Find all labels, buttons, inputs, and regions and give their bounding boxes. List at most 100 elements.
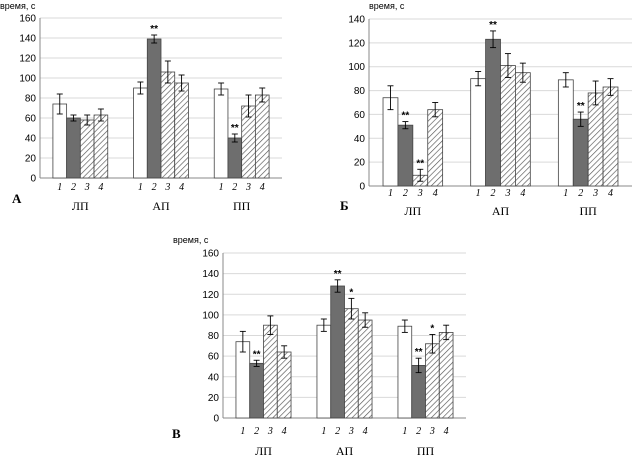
bar-number-label: 4 xyxy=(363,426,368,437)
bar-number-label: 1 xyxy=(563,188,568,199)
bar-number-label: 3 xyxy=(267,426,273,437)
bar xyxy=(276,351,292,419)
bar xyxy=(470,78,486,187)
bar-number-label: 4 xyxy=(282,426,287,437)
bar xyxy=(249,362,264,419)
bar xyxy=(397,325,413,419)
category-label: ПП xyxy=(233,199,251,213)
category-label: АП xyxy=(152,199,170,213)
significance-mark: ** xyxy=(231,123,239,134)
bar-number-label: 1 xyxy=(219,182,224,193)
bar xyxy=(160,71,176,179)
significance-mark: ** xyxy=(577,101,585,112)
y-tick-label: 120 xyxy=(19,54,36,65)
y-tick-label: 100 xyxy=(348,62,365,73)
bar-number-label: 1 xyxy=(240,426,245,437)
y-tick-label: 80 xyxy=(25,94,37,105)
significance-mark: * xyxy=(430,323,434,334)
bar-number-label: 2 xyxy=(254,426,259,437)
bar-number-label: 2 xyxy=(491,188,496,199)
bar xyxy=(397,124,414,187)
bar-number-label: 2 xyxy=(71,182,76,193)
bar-number-label: 3 xyxy=(417,188,423,199)
bar-number-label: 2 xyxy=(232,182,237,193)
y-tick-label: 100 xyxy=(19,74,36,85)
y-tick-label: 100 xyxy=(202,310,219,321)
significance-mark: ** xyxy=(401,111,409,122)
bar-number-label: 3 xyxy=(592,188,598,199)
bar-number-label: 4 xyxy=(260,182,265,193)
bar-number-label: 2 xyxy=(152,182,157,193)
panel-label: Б xyxy=(340,198,349,213)
y-tick-label: 40 xyxy=(354,134,366,145)
bar xyxy=(174,82,189,179)
y-axis-label: время, с xyxy=(0,1,36,11)
bar-number-label: 2 xyxy=(335,426,340,437)
significance-mark: ** xyxy=(334,269,342,280)
bar xyxy=(235,341,251,419)
bar xyxy=(587,92,604,187)
bar xyxy=(52,103,68,179)
panel-label: А xyxy=(12,191,22,206)
bar-number-label: 4 xyxy=(179,182,184,193)
significance-mark: ** xyxy=(150,24,158,35)
bar-number-label: 1 xyxy=(402,426,407,437)
bar xyxy=(146,38,162,179)
bar xyxy=(557,79,574,187)
bar-number-label: 1 xyxy=(138,182,143,193)
y-tick-label: 80 xyxy=(208,331,220,342)
bar-number-label: 1 xyxy=(321,426,326,437)
significance-mark: * xyxy=(349,287,353,298)
bar-number-label: 2 xyxy=(578,188,583,199)
bar-number-label: 3 xyxy=(429,426,435,437)
y-tick-label: 0 xyxy=(359,182,365,193)
category-label: ЛП xyxy=(72,199,89,213)
y-tick-label: 40 xyxy=(25,134,37,145)
bar xyxy=(500,65,516,187)
category-label: ЛП xyxy=(255,444,272,458)
y-tick-label: 0 xyxy=(30,174,36,185)
bar xyxy=(411,365,426,419)
bar-number-label: 2 xyxy=(416,426,421,437)
bar xyxy=(515,72,531,187)
bar xyxy=(316,324,332,419)
y-tick-label: 60 xyxy=(25,114,37,125)
bar xyxy=(438,332,454,419)
significance-mark: ** xyxy=(415,347,423,358)
panel-label: В xyxy=(172,426,181,441)
bar-number-label: 4 xyxy=(98,182,103,193)
bar xyxy=(425,343,440,419)
y-tick-label: 60 xyxy=(208,352,220,363)
y-tick-label: 120 xyxy=(348,38,365,49)
bar xyxy=(133,87,148,179)
y-tick-label: 20 xyxy=(354,158,366,169)
bar xyxy=(485,38,501,187)
bar-number-label: 3 xyxy=(164,182,170,193)
bar xyxy=(330,285,345,419)
bar-number-label: 4 xyxy=(444,426,449,437)
bar xyxy=(357,319,373,419)
bar xyxy=(93,114,109,179)
category-label: ПП xyxy=(417,444,435,458)
category-label: АП xyxy=(492,204,510,218)
y-tick-label: 160 xyxy=(19,14,36,25)
bar xyxy=(79,119,95,179)
bar xyxy=(382,97,399,187)
bar xyxy=(263,324,278,419)
y-tick-label: 140 xyxy=(202,269,219,280)
significance-mark: ** xyxy=(489,20,497,31)
bar-number-label: 3 xyxy=(504,188,510,199)
y-tick-label: 40 xyxy=(208,372,220,383)
category-label: АП xyxy=(336,444,354,458)
bar-number-label: 3 xyxy=(245,182,251,193)
significance-mark: ** xyxy=(253,349,261,360)
y-tick-label: 140 xyxy=(19,34,36,45)
bar-number-label: 4 xyxy=(608,188,613,199)
y-axis-label: время, с xyxy=(173,235,209,245)
y-tick-label: 160 xyxy=(202,249,219,260)
bar xyxy=(227,137,243,179)
bar xyxy=(427,109,444,187)
y-tick-label: 20 xyxy=(208,393,220,404)
